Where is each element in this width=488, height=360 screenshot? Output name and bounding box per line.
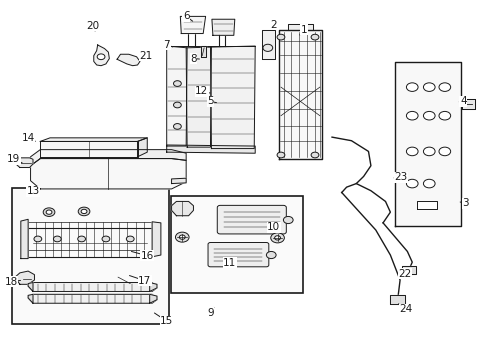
Polygon shape (186, 47, 211, 147)
Circle shape (406, 111, 417, 120)
Bar (12, 188, 169, 324)
Polygon shape (94, 45, 109, 66)
Circle shape (406, 147, 417, 156)
Text: 6: 6 (183, 12, 189, 21)
Circle shape (34, 236, 41, 242)
Circle shape (53, 236, 61, 242)
Text: 14: 14 (21, 133, 35, 143)
Polygon shape (166, 145, 255, 153)
Circle shape (283, 216, 292, 224)
Circle shape (310, 34, 318, 40)
Circle shape (277, 152, 285, 158)
Text: 10: 10 (266, 222, 280, 232)
Circle shape (423, 111, 434, 120)
Circle shape (274, 236, 280, 240)
Text: 7: 7 (163, 40, 170, 50)
Polygon shape (166, 46, 187, 146)
Text: 13: 13 (26, 186, 40, 197)
Text: 18: 18 (4, 277, 18, 287)
Polygon shape (149, 294, 157, 303)
Polygon shape (21, 219, 28, 258)
Polygon shape (201, 46, 205, 57)
Polygon shape (180, 17, 205, 33)
Text: 21: 21 (140, 51, 153, 61)
Polygon shape (171, 202, 193, 216)
Bar (170, 196, 302, 293)
Circle shape (266, 251, 276, 258)
Text: 9: 9 (207, 308, 213, 318)
Polygon shape (211, 19, 234, 35)
Circle shape (277, 34, 285, 40)
Polygon shape (30, 158, 186, 189)
Polygon shape (137, 138, 147, 157)
Circle shape (46, 210, 52, 214)
Text: 15: 15 (160, 316, 173, 326)
Polygon shape (17, 158, 33, 167)
Polygon shape (28, 294, 157, 303)
Circle shape (81, 209, 87, 213)
Polygon shape (287, 23, 312, 30)
FancyBboxPatch shape (207, 243, 268, 267)
Polygon shape (401, 266, 415, 274)
FancyBboxPatch shape (217, 205, 286, 234)
Polygon shape (152, 222, 161, 257)
Circle shape (43, 208, 55, 216)
Text: 16: 16 (141, 251, 154, 261)
Circle shape (173, 102, 181, 108)
Polygon shape (117, 54, 140, 66)
Polygon shape (389, 296, 404, 304)
Text: 22: 22 (398, 269, 411, 279)
Circle shape (438, 111, 450, 120)
Circle shape (175, 232, 189, 242)
Polygon shape (416, 202, 436, 208)
Text: 8: 8 (190, 54, 196, 64)
Polygon shape (210, 46, 255, 149)
Text: 11: 11 (223, 258, 236, 268)
Text: 5: 5 (207, 96, 213, 107)
Circle shape (78, 236, 85, 242)
Circle shape (438, 147, 450, 156)
Polygon shape (278, 30, 322, 158)
Circle shape (423, 83, 434, 91)
Polygon shape (40, 141, 137, 157)
Polygon shape (40, 138, 147, 141)
Circle shape (179, 235, 185, 239)
Circle shape (423, 147, 434, 156)
Polygon shape (28, 283, 33, 292)
Text: 4: 4 (459, 96, 466, 107)
Polygon shape (30, 150, 186, 166)
Circle shape (406, 179, 417, 188)
Circle shape (78, 207, 90, 216)
Circle shape (310, 152, 318, 158)
Circle shape (423, 179, 434, 188)
Circle shape (126, 236, 134, 242)
Polygon shape (28, 294, 33, 303)
Circle shape (438, 83, 450, 91)
Text: 3: 3 (462, 198, 468, 208)
Circle shape (270, 233, 284, 243)
Text: 12: 12 (195, 86, 208, 96)
Circle shape (173, 123, 181, 129)
Polygon shape (461, 99, 474, 109)
Circle shape (263, 44, 272, 51)
Polygon shape (261, 30, 274, 59)
Circle shape (406, 83, 417, 91)
Polygon shape (171, 178, 186, 184)
Text: 19: 19 (7, 154, 20, 164)
Text: 20: 20 (86, 21, 99, 31)
Text: 2: 2 (270, 19, 276, 30)
Circle shape (102, 236, 110, 242)
Polygon shape (28, 283, 157, 292)
Circle shape (97, 54, 105, 60)
Text: 23: 23 (394, 172, 407, 182)
Text: 24: 24 (399, 304, 412, 314)
Polygon shape (149, 283, 157, 292)
Circle shape (173, 81, 181, 86)
Polygon shape (394, 62, 460, 226)
Polygon shape (15, 271, 34, 284)
Text: 17: 17 (138, 276, 151, 286)
Text: 1: 1 (300, 25, 306, 35)
